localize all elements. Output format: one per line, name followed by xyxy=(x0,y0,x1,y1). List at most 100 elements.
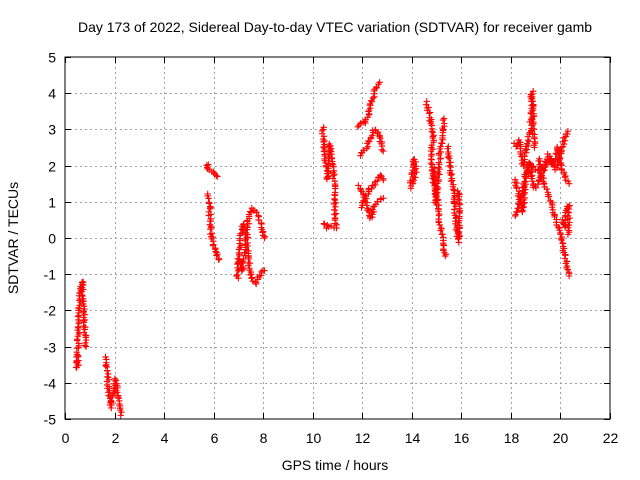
data-point xyxy=(331,196,339,204)
data-point xyxy=(364,143,372,150)
data-point xyxy=(529,177,536,185)
data-point xyxy=(456,205,463,212)
data-point xyxy=(82,343,90,350)
data-point xyxy=(380,176,387,184)
y-tick-label: 2 xyxy=(48,159,56,175)
x-tick-label: 2 xyxy=(112,430,120,446)
data-point xyxy=(331,171,338,178)
data-point xyxy=(377,134,384,142)
data-point xyxy=(357,152,364,159)
data-point xyxy=(361,193,369,201)
data-point xyxy=(428,128,436,135)
data-point xyxy=(245,262,252,269)
data-point xyxy=(320,220,328,227)
data-point xyxy=(206,205,214,212)
data-point xyxy=(427,159,435,167)
x-tick-label: 10 xyxy=(306,430,322,446)
data-point xyxy=(377,172,384,179)
data-point xyxy=(562,252,569,259)
y-tick-label: -1 xyxy=(44,267,57,283)
data-point xyxy=(428,167,436,174)
data-point xyxy=(513,208,520,216)
data-point xyxy=(213,252,220,259)
y-tick-label: 4 xyxy=(48,86,56,102)
data-point xyxy=(242,229,250,237)
data-point xyxy=(438,139,445,147)
data-point xyxy=(79,292,86,300)
x-tick-label: 20 xyxy=(553,430,569,446)
data-point xyxy=(519,207,526,214)
y-tick-label: -3 xyxy=(44,340,57,356)
data-point xyxy=(454,187,461,195)
data-point xyxy=(74,323,82,331)
data-point xyxy=(357,186,364,194)
data-point xyxy=(206,230,214,238)
plot-frame xyxy=(64,56,611,420)
data-point xyxy=(440,115,448,122)
data-point xyxy=(456,201,464,208)
data-point xyxy=(409,180,417,187)
data-point xyxy=(436,221,443,229)
data-point xyxy=(444,153,452,161)
data-point xyxy=(80,329,88,336)
data-point xyxy=(452,203,459,210)
data-point xyxy=(328,160,336,167)
data-point xyxy=(525,138,533,145)
data-point xyxy=(102,362,109,370)
data-point xyxy=(206,200,213,207)
x-tick-label: 16 xyxy=(454,430,470,446)
data-point xyxy=(431,188,439,195)
data-point xyxy=(319,126,327,133)
data-point xyxy=(107,397,115,405)
y-tick-label: -4 xyxy=(44,376,57,392)
data-point xyxy=(447,171,455,179)
data-point xyxy=(455,239,463,246)
data-point xyxy=(545,193,552,200)
data-point xyxy=(112,376,120,384)
data-point xyxy=(331,220,339,227)
x-axis-label: GPS time / hours xyxy=(282,457,389,473)
data-point xyxy=(564,215,571,223)
data-point xyxy=(521,153,528,160)
data-point xyxy=(553,164,561,172)
data-point xyxy=(531,144,538,151)
data-point xyxy=(442,252,449,260)
data-point xyxy=(543,185,550,193)
y-tick-label: 3 xyxy=(48,122,56,138)
data-point xyxy=(378,146,385,153)
data-point xyxy=(240,255,247,263)
data-point xyxy=(205,161,212,168)
x-tick-label: 0 xyxy=(62,430,70,446)
data-point xyxy=(206,221,213,228)
x-tick-label: 6 xyxy=(211,430,219,446)
data-point xyxy=(214,173,221,180)
data-point xyxy=(561,137,569,144)
data-points xyxy=(72,79,573,419)
x-tick-label: 18 xyxy=(504,430,520,446)
data-point xyxy=(324,222,331,229)
data-point xyxy=(239,258,246,266)
data-point xyxy=(215,255,223,262)
data-point xyxy=(451,199,458,206)
data-point xyxy=(332,210,340,217)
data-point xyxy=(565,272,573,280)
data-point xyxy=(205,195,212,202)
data-point xyxy=(380,194,387,202)
data-point xyxy=(239,263,247,271)
data-point xyxy=(437,227,444,234)
data-point xyxy=(74,352,82,359)
data-point xyxy=(376,79,383,86)
data-point xyxy=(450,186,457,193)
data-point xyxy=(435,159,442,166)
data-point xyxy=(248,275,255,282)
data-point xyxy=(558,236,565,244)
data-point xyxy=(205,212,212,219)
data-point xyxy=(534,180,542,188)
data-point xyxy=(534,166,542,173)
data-point xyxy=(556,156,563,163)
data-point xyxy=(112,377,119,384)
data-point xyxy=(114,393,122,401)
data-point xyxy=(565,180,573,187)
y-tick-label: 5 xyxy=(48,50,56,66)
x-tick-label: 4 xyxy=(161,430,169,446)
